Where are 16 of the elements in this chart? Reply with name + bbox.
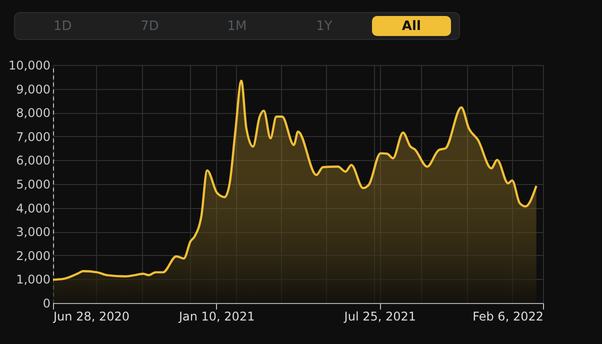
y-tick-label: 7,000 bbox=[16, 130, 50, 144]
x-tick-label: Jan 10, 2021 bbox=[178, 310, 255, 324]
y-tick-label: 8,000 bbox=[16, 106, 50, 120]
y-tick-label: 2,000 bbox=[16, 248, 50, 263]
y-tick-label: 9,000 bbox=[16, 82, 50, 96]
y-tick-label: 5,000 bbox=[16, 178, 50, 192]
x-tick-label: Feb 6, 2022 bbox=[472, 310, 544, 324]
range-toggle: 1D 7D 1M 1Y All bbox=[14, 12, 460, 40]
y-tick-label: 3,000 bbox=[16, 225, 50, 240]
y-tick-label: 0 bbox=[42, 296, 50, 310]
y-tick-label: 10,000 bbox=[8, 58, 50, 72]
x-tick-label: Jul 25, 2021 bbox=[343, 310, 416, 324]
y-tick-label: 1,000 bbox=[16, 272, 50, 287]
y-tick-label: 6,000 bbox=[16, 154, 50, 168]
y-tick-label: 4,000 bbox=[16, 201, 50, 216]
x-tick-label: Jun 28, 2020 bbox=[52, 310, 130, 324]
